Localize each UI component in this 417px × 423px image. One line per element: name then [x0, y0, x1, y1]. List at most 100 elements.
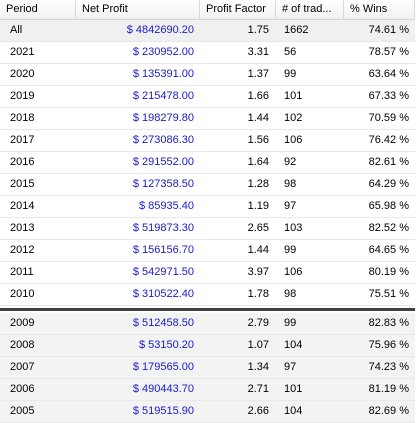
pct-wins-cell: 75.51 %	[368, 288, 409, 300]
table-row[interactable]: 2020 $ 135391.00 1.37 99 63.64 %	[0, 64, 415, 86]
net-profit-cell: $ 519873.30	[132, 222, 194, 234]
pct-wins-cell: 82.61 %	[368, 156, 409, 168]
table-row[interactable]: 2006 $ 490443.70 2.71 101 81.19 %	[0, 379, 415, 401]
period-cell: 2005	[10, 405, 35, 417]
pct-wins-cell: 78.57 %	[368, 46, 409, 58]
period-cell: 2008	[10, 339, 35, 351]
profit-factor-cell: 1.44	[247, 112, 269, 124]
pct-wins-cell: 67.33 %	[368, 90, 409, 102]
table-row[interactable]: 2008 $ 53150.20 1.07 104 75.96 %	[0, 335, 415, 357]
profit-factor-cell: 2.66	[247, 405, 269, 417]
table-row[interactable]: All $ 4842690.20 1.75 1662 74.61 %	[0, 20, 415, 42]
profit-factor-cell: 3.97	[247, 266, 269, 278]
num-trades-cell: 56	[284, 46, 297, 58]
table-body-top: All $ 4842690.20 1.75 1662 74.61 % 2021 $ 2309…	[0, 20, 415, 306]
pct-wins-cell: 63.64 %	[368, 68, 409, 80]
pct-wins-cell: 82.83 %	[368, 317, 409, 329]
table-row[interactable]: 2014 $ 85935.40 1.19 97 65.98 %	[0, 196, 415, 218]
column-header-profit-factor[interactable]: Profit Factor	[200, 0, 276, 19]
num-trades-cell: 97	[284, 200, 297, 212]
pct-wins-cell: 74.61 %	[368, 24, 409, 36]
net-profit-cell: $ 490443.70	[132, 383, 194, 395]
pct-wins-cell: 82.52 %	[368, 222, 409, 234]
pct-wins-cell: 65.98 %	[368, 200, 409, 212]
table-body-bottom: 2009 $ 512458.50 2.79 99 82.83 % 2008 $ 53150.…	[0, 313, 415, 423]
num-trades-cell: 98	[284, 288, 297, 300]
period-cell: 2015	[10, 178, 35, 190]
profit-factor-cell: 1.75	[247, 24, 269, 36]
period-cell: 2020	[10, 68, 35, 80]
profit-factor-cell: 1.07	[247, 339, 269, 351]
num-trades-cell: 102	[284, 112, 303, 124]
period-cell: 2010	[10, 288, 35, 300]
num-trades-cell: 106	[284, 134, 303, 146]
period-cell: 2013	[10, 222, 35, 234]
table-row[interactable]: 2010 $ 310522.40 1.78 98 75.51 %	[0, 284, 415, 306]
table-row[interactable]: 2007 $ 179565.00 1.34 97 74.23 %	[0, 357, 415, 379]
profit-factor-cell: 1.37	[247, 68, 269, 80]
table-row[interactable]: 2011 $ 542971.50 3.97 106 80.19 %	[0, 262, 415, 284]
profit-factor-cell: 1.34	[247, 361, 269, 373]
num-trades-cell: 99	[284, 68, 297, 80]
net-profit-cell: $ 310522.40	[132, 288, 194, 300]
num-trades-cell: 99	[284, 317, 297, 329]
net-profit-cell: $ 273086.30	[132, 134, 194, 146]
num-trades-cell: 103	[284, 222, 303, 234]
period-cell: 2011	[10, 266, 34, 278]
num-trades-cell: 97	[284, 361, 297, 373]
table-row[interactable]: 2009 $ 512458.50 2.79 99 82.83 %	[0, 313, 415, 335]
table-header: Period Net Profit Profit Factor # of tra…	[0, 0, 415, 20]
net-profit-cell: $ 215478.00	[132, 90, 194, 102]
column-header-pct-wins[interactable]: % Wins	[344, 0, 415, 19]
profit-factor-cell: 1.19	[247, 200, 269, 212]
profit-factor-cell: 1.44	[247, 244, 269, 256]
table-row[interactable]: 2018 $ 198279.80 1.44 102 70.59 %	[0, 108, 415, 130]
net-profit-cell: $ 291552.00	[132, 156, 194, 168]
column-header-num-trades[interactable]: # of trad...	[276, 0, 344, 19]
profit-factor-cell: 1.64	[247, 156, 269, 168]
pct-wins-cell: 70.59 %	[368, 112, 409, 124]
pct-wins-cell: 81.19 %	[368, 383, 409, 395]
period-cell: 2016	[10, 156, 35, 168]
table-row[interactable]: 2017 $ 273086.30 1.56 106 76.42 %	[0, 130, 415, 152]
pct-wins-cell: 64.29 %	[368, 178, 409, 190]
pct-wins-cell: 64.65 %	[368, 244, 409, 256]
table-row[interactable]: 2019 $ 215478.00 1.66 101 67.33 %	[0, 86, 415, 108]
period-cell: 2007	[10, 361, 35, 373]
profit-factor-cell: 2.79	[247, 317, 269, 329]
net-profit-cell: $ 85935.40	[138, 200, 194, 212]
num-trades-cell: 106	[284, 266, 303, 278]
table-row[interactable]: 2013 $ 519873.30 2.65 103 82.52 %	[0, 218, 415, 240]
pct-wins-cell: 74.23 %	[368, 361, 409, 373]
pct-wins-cell: 76.42 %	[368, 134, 409, 146]
profit-factor-cell: 2.71	[247, 383, 269, 395]
profit-factor-cell: 2.65	[247, 222, 269, 234]
period-cell: 2018	[10, 112, 35, 124]
num-trades-cell: 104	[284, 339, 303, 351]
num-trades-cell: 101	[284, 383, 303, 395]
num-trades-cell: 101	[284, 90, 303, 102]
table-separator	[0, 308, 415, 311]
period-cell: 2021	[10, 46, 35, 58]
table-row[interactable]: 2016 $ 291552.00 1.64 92 82.61 %	[0, 152, 415, 174]
table-row[interactable]: 2005 $ 519515.90 2.66 104 82.69 %	[0, 401, 415, 423]
column-header-net-profit[interactable]: Net Profit	[76, 0, 200, 19]
period-cell: 2006	[10, 383, 35, 395]
table-row[interactable]: 2015 $ 127358.50 1.28 98 64.29 %	[0, 174, 415, 196]
net-profit-cell: $ 198279.80	[132, 112, 194, 124]
net-profit-cell: $ 127358.50	[132, 178, 194, 190]
table-row[interactable]: 2012 $ 156156.70 1.44 99 64.65 %	[0, 240, 415, 262]
table-row[interactable]: 2021 $ 230952.00 3.31 56 78.57 %	[0, 42, 415, 64]
net-profit-cell: $ 4842690.20	[126, 24, 194, 36]
num-trades-cell: 98	[284, 178, 297, 190]
profit-factor-cell: 3.31	[247, 46, 269, 58]
net-profit-cell: $ 53150.20	[138, 339, 194, 351]
period-cell: 2014	[10, 200, 35, 212]
num-trades-cell: 1662	[284, 24, 309, 36]
column-header-period[interactable]: Period	[0, 0, 76, 19]
num-trades-cell: 99	[284, 244, 297, 256]
net-profit-cell: $ 230952.00	[132, 46, 194, 58]
period-cell: 2009	[10, 317, 35, 329]
net-profit-cell: $ 542971.50	[132, 266, 194, 278]
